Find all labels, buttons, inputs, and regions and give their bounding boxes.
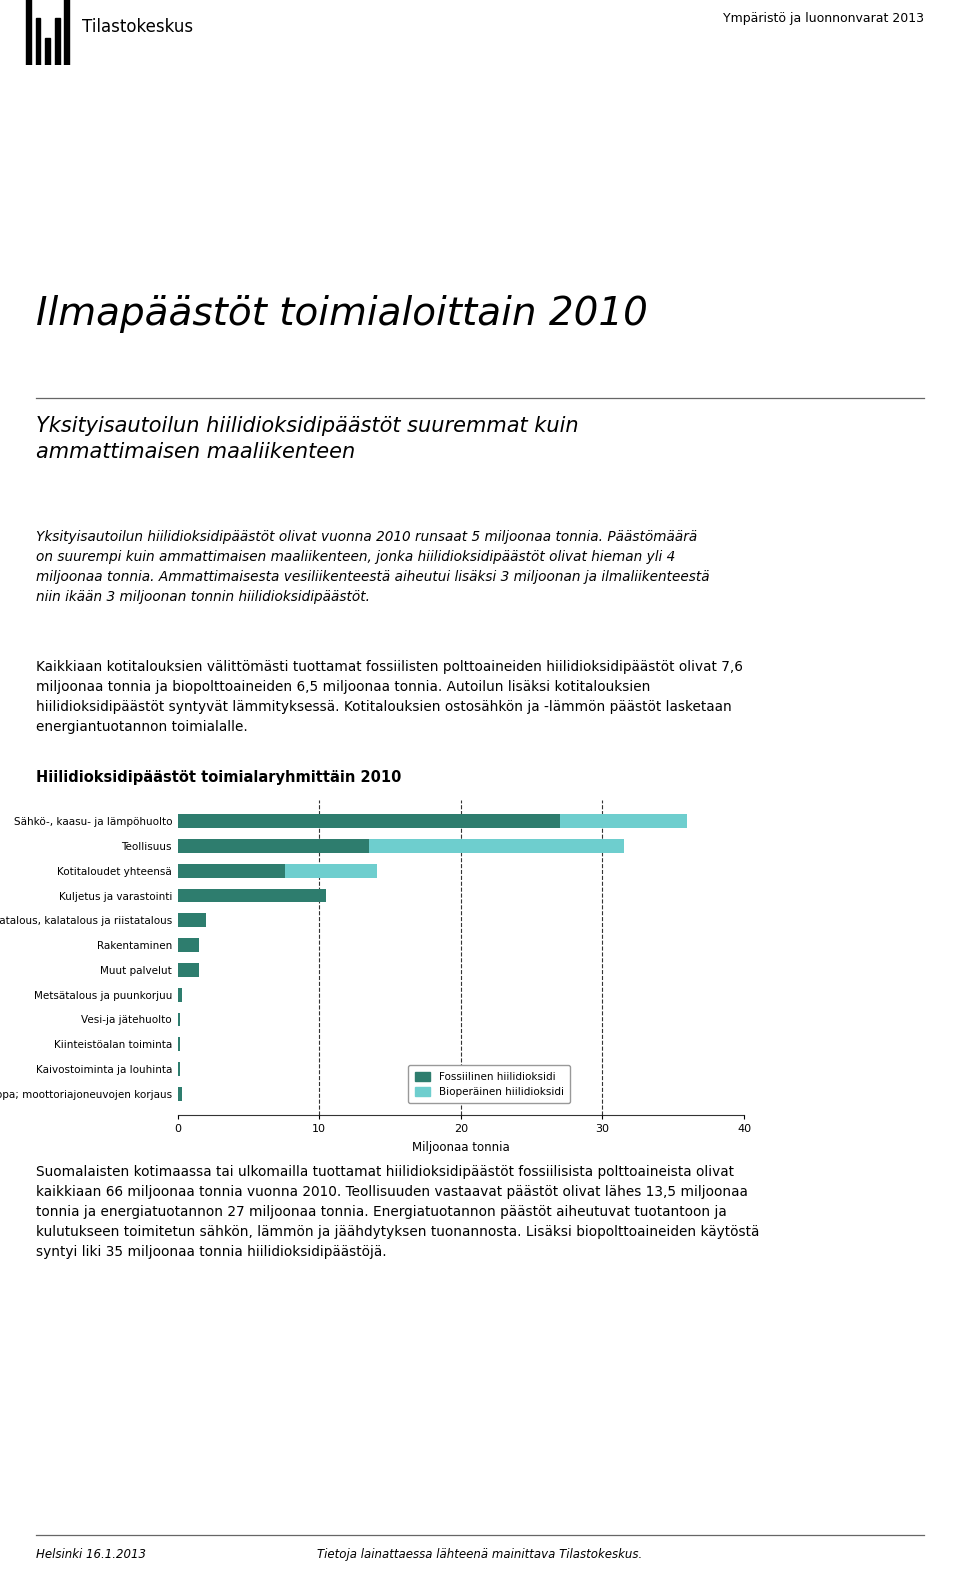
Legend: Fossiilinen hiilidioksidi, Bioperäinen hiilidioksidi: Fossiilinen hiilidioksidi, Bioperäinen h… [408, 1065, 570, 1103]
Bar [178, 1013, 180, 1027]
Bar [178, 1038, 180, 1051]
Bar [55, 19, 60, 65]
Bar [64, 0, 69, 65]
Text: Suomalaisten kotimaassa tai ulkomailla tuottamat hiilidioksidipäästöt fossiilisi: Suomalaisten kotimaassa tai ulkomailla t… [36, 1165, 760, 1258]
Bar [178, 815, 560, 827]
Text: Helsinki 16.1.2013: Helsinki 16.1.2013 [36, 1549, 147, 1561]
Text: Ympäristö ja luonnonvarat 2013: Ympäristö ja luonnonvarat 2013 [723, 13, 924, 25]
Bar [178, 1062, 180, 1076]
Text: Hiilidioksidipäästöt toimialaryhmittäin 2010: Hiilidioksidipäästöt toimialaryhmittäin … [36, 770, 402, 785]
Text: Yksityisautoilun hiilidioksidipäästöt olivat vuonna 2010 runsaat 5 miljoonaa ton: Yksityisautoilun hiilidioksidipäästöt ol… [36, 529, 710, 604]
Bar [369, 838, 624, 853]
Bar [178, 987, 181, 1002]
Bar [45, 38, 50, 65]
Text: Yksityisautoilun hiilidioksidipäästöt suuremmat kuin
ammattimaisen maaliikenteen: Yksityisautoilun hiilidioksidipäästöt su… [36, 415, 579, 461]
Bar [285, 864, 377, 878]
Bar [26, 0, 31, 65]
Text: Kaikkiaan kotitalouksien välittömästi tuottamat fossiilisten polttoaineiden hiil: Kaikkiaan kotitalouksien välittömästi tu… [36, 659, 743, 734]
X-axis label: Miljoonaa tonnia: Miljoonaa tonnia [412, 1141, 510, 1154]
Bar [178, 913, 206, 927]
Bar [178, 864, 285, 878]
Bar [178, 964, 199, 976]
Bar [178, 1087, 181, 1100]
Bar [178, 838, 369, 853]
Text: Tilastokeskus: Tilastokeskus [82, 17, 193, 36]
Bar [178, 938, 199, 953]
Bar [36, 19, 40, 65]
Bar [560, 815, 687, 827]
Text: Ilmapäästöt toimialoittain 2010: Ilmapäästöt toimialoittain 2010 [36, 295, 648, 333]
Bar [178, 889, 326, 902]
Text: Tietoja lainattaessa lähteenä mainittava Tilastokeskus.: Tietoja lainattaessa lähteenä mainittava… [318, 1549, 642, 1561]
